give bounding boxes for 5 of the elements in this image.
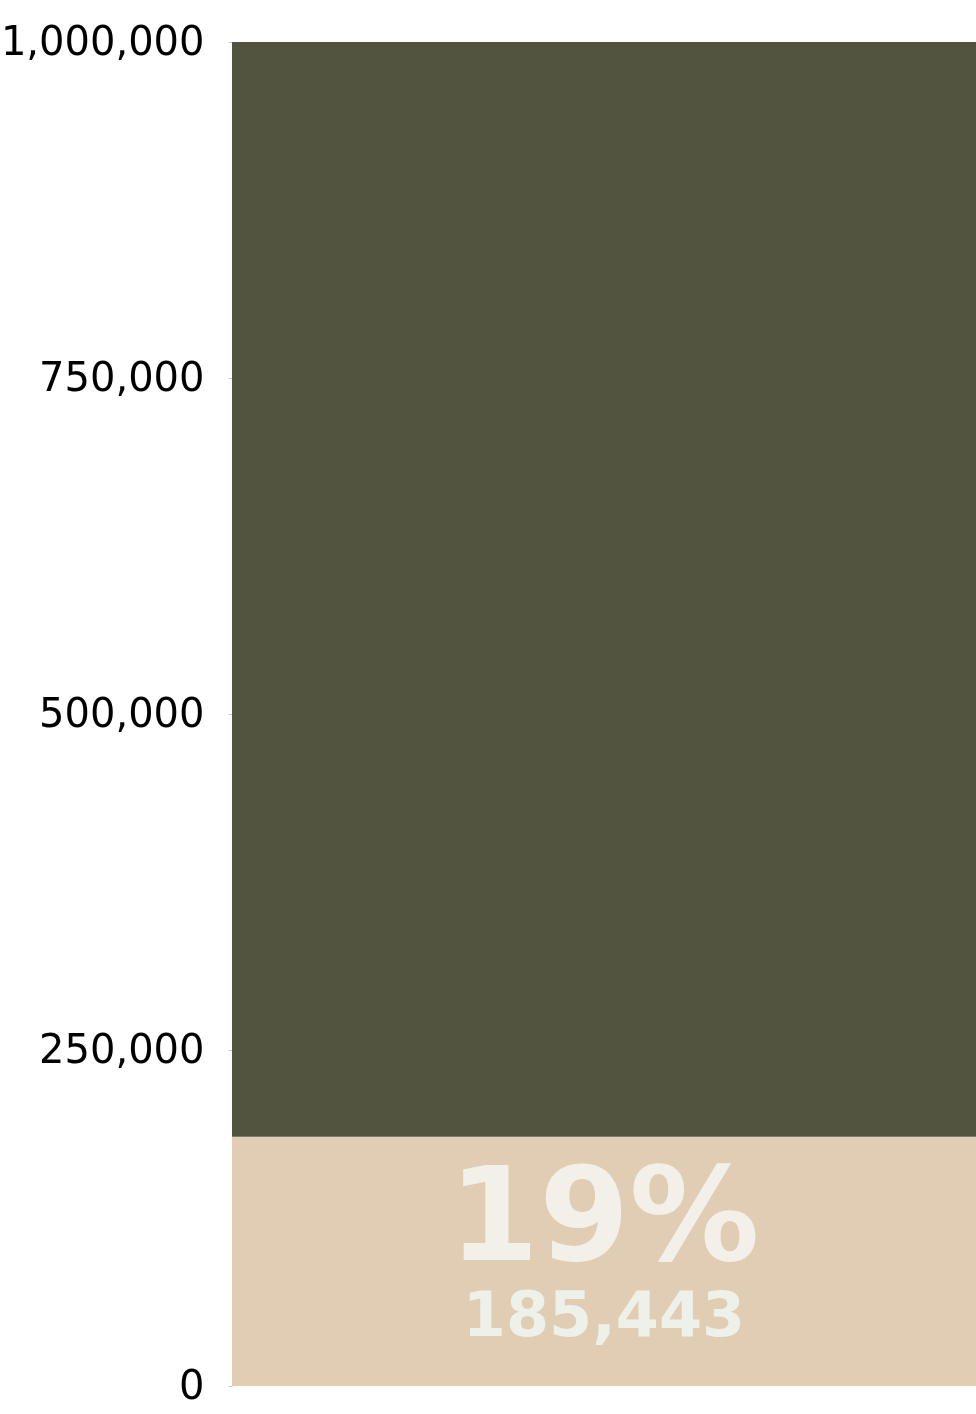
y-tick-label: 1,000,000	[0, 17, 205, 64]
y-tick-label: 750,000	[39, 353, 205, 400]
y-tick-label: 250,000	[39, 1025, 205, 1072]
y-tick-label: 0	[179, 1361, 205, 1408]
y-tick-label: 500,000	[39, 689, 205, 736]
